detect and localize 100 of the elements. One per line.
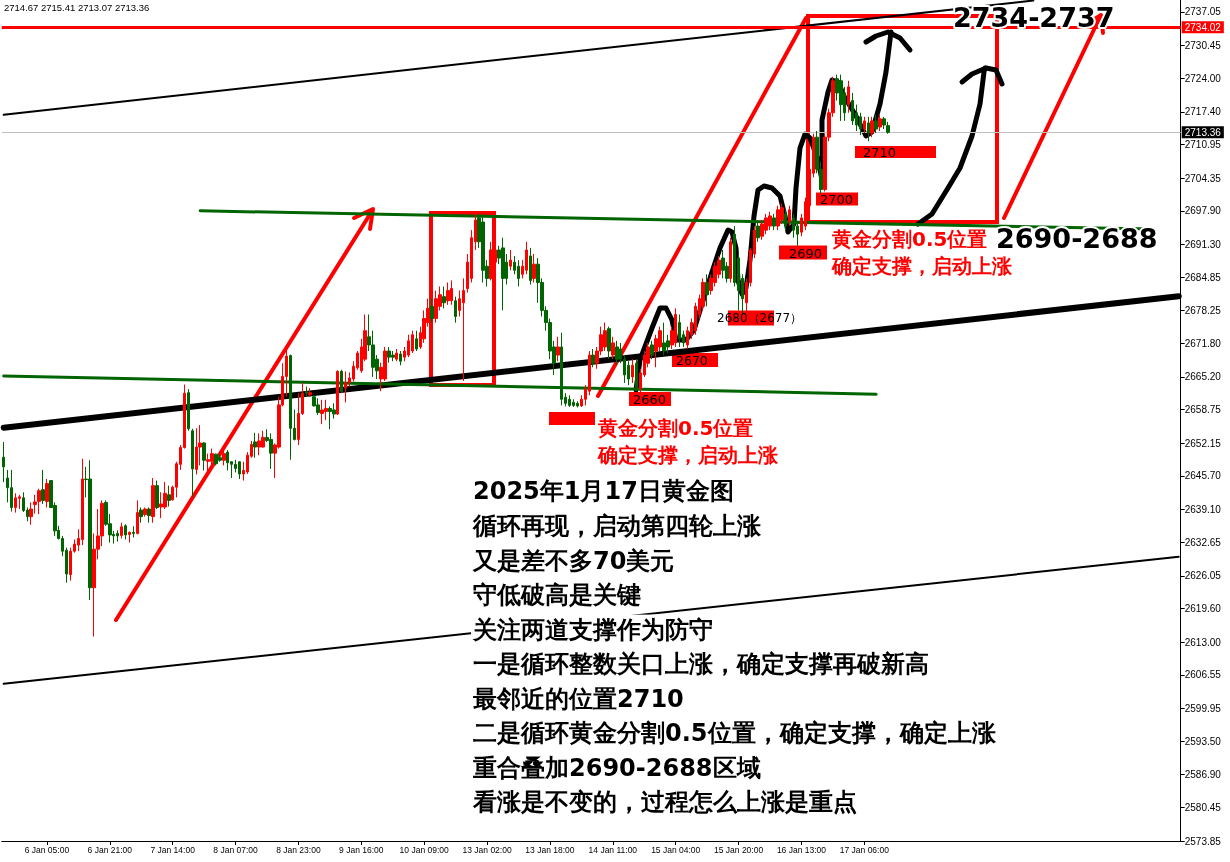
x-tick-label: 9 Jan 16:00 xyxy=(339,844,384,855)
y-tick-label: 2580.45 xyxy=(1184,801,1222,813)
y-tick-label: 2737.05 xyxy=(1184,6,1222,18)
candlestick xyxy=(308,387,312,398)
candlestick xyxy=(631,358,634,384)
candlestick xyxy=(187,388,190,432)
annotation: 2690 xyxy=(789,245,823,260)
candlestick xyxy=(132,525,135,538)
candlestick xyxy=(863,116,866,134)
annotation: 看涨是不变的，过程怎么上涨是重点 xyxy=(472,788,857,816)
annotation: 循环再现，启动第四轮上涨 xyxy=(472,512,762,540)
candlestick xyxy=(124,523,127,540)
x-tick-label: 8 Jan 23:00 xyxy=(276,844,321,855)
candlestick xyxy=(391,350,395,362)
candlestick xyxy=(454,296,457,324)
annotation: 确定支撑，启动上涨 xyxy=(831,254,1013,278)
y-tick-label: 2658.75 xyxy=(1184,404,1222,416)
candlestick xyxy=(151,477,155,524)
text: 2025年1月17日黄金图 xyxy=(473,477,734,505)
candlestick xyxy=(615,340,619,366)
candlestick xyxy=(462,277,465,382)
candlestick xyxy=(430,298,434,324)
y-tick-label: 2632.65 xyxy=(1184,536,1222,548)
candlestick xyxy=(88,459,92,601)
y-tick-label: 2593.50 xyxy=(1184,735,1222,747)
y-tick-label: 2613.00 xyxy=(1184,636,1222,648)
candlestick xyxy=(269,432,273,470)
candlestick xyxy=(210,448,214,468)
y-tick-label: 2678.25 xyxy=(1184,305,1222,317)
candlestick xyxy=(41,469,45,505)
candlestick xyxy=(489,241,493,281)
candlestick xyxy=(572,398,575,408)
candlestick xyxy=(136,499,139,535)
y-tick-label: 2724.00 xyxy=(1184,72,1222,84)
candlestick xyxy=(128,530,131,544)
candlestick xyxy=(257,432,261,456)
candlestick xyxy=(442,286,446,309)
candlestick xyxy=(721,249,725,279)
annotation: 黄金分割0.5位置 xyxy=(831,227,988,251)
y-tick-label: 2626.05 xyxy=(1184,570,1222,582)
annotation: 2670 xyxy=(676,352,708,368)
candlestick xyxy=(870,116,874,138)
y-tick-label: 2665.20 xyxy=(1184,371,1222,383)
candlestick xyxy=(525,241,528,275)
candlestick xyxy=(607,326,611,360)
candlestick xyxy=(591,348,595,368)
candlestick xyxy=(116,529,119,543)
y-tick-label: 2606.55 xyxy=(1184,669,1222,681)
annotation: 又是差不多70美元 xyxy=(472,546,675,575)
y-tick-label: 2710.95 xyxy=(1184,139,1222,151)
y-tick-label: 2619.60 xyxy=(1184,603,1222,615)
annotation: 最邻近的位置2710 xyxy=(472,684,684,713)
candlestick xyxy=(839,74,843,122)
candlestick xyxy=(14,492,17,514)
x-tick-label: 13 Jan 18:00 xyxy=(525,844,575,855)
candlestick xyxy=(253,432,257,459)
candlestick xyxy=(155,480,159,510)
y-tick-label: 2573.85 xyxy=(1184,835,1222,847)
x-tick-label: 13 Jan 02:00 xyxy=(462,844,512,855)
candlestick xyxy=(501,237,505,311)
candlestick xyxy=(882,116,886,130)
candlestick xyxy=(320,399,324,425)
annotation: 关注两道支撑作为防守 xyxy=(472,615,713,644)
candlestick xyxy=(532,253,536,283)
candlestick xyxy=(415,330,418,352)
annotation: 二是循环黄金分割0.5位置，确定支撑，确定上涨 xyxy=(473,719,997,747)
annotation: 2734-2737 xyxy=(953,1,1115,33)
candlestick xyxy=(202,441,206,471)
candlestick xyxy=(399,350,402,366)
candlestick xyxy=(336,369,339,416)
candlestick xyxy=(611,336,615,360)
x-tick-label: 17 Jan 06:00 xyxy=(839,844,890,855)
candlestick xyxy=(395,348,398,362)
x-tick-label: 16 Jan 13:00 xyxy=(776,844,827,855)
candlestick xyxy=(446,281,450,306)
x-tick-label: 6 Jan 21:00 xyxy=(87,844,133,855)
y-tick-label: 2652.15 xyxy=(1184,437,1222,449)
candlestick xyxy=(218,453,222,463)
candlestick xyxy=(674,307,677,348)
candlestick xyxy=(195,427,198,475)
x-tick-label: 6 Jan 05:00 xyxy=(24,844,70,855)
annotation: 重合叠加2690-2688区域 xyxy=(472,753,761,782)
candlestick xyxy=(316,397,320,416)
x-tick-label: 7 Jan 14:00 xyxy=(150,844,196,855)
annotation: 2714.67 2715.41 2713.07 2713.36 xyxy=(4,1,150,13)
annotation: 守低破高是关键 xyxy=(473,581,641,609)
candlestick xyxy=(788,205,791,227)
candlestick xyxy=(772,213,776,231)
candlestick xyxy=(387,346,391,364)
y-tick-label: 2639.10 xyxy=(1184,504,1222,516)
candlestick xyxy=(768,211,772,231)
candlestick xyxy=(324,399,328,421)
candlestick xyxy=(650,340,654,360)
candlestick xyxy=(517,259,520,288)
candlestick xyxy=(10,469,13,513)
candlestick xyxy=(18,494,21,510)
candlestick xyxy=(120,522,123,539)
candlestick xyxy=(305,386,308,398)
annotation: 黄金分割0.5位置 xyxy=(597,416,754,440)
candlestick xyxy=(450,279,453,306)
